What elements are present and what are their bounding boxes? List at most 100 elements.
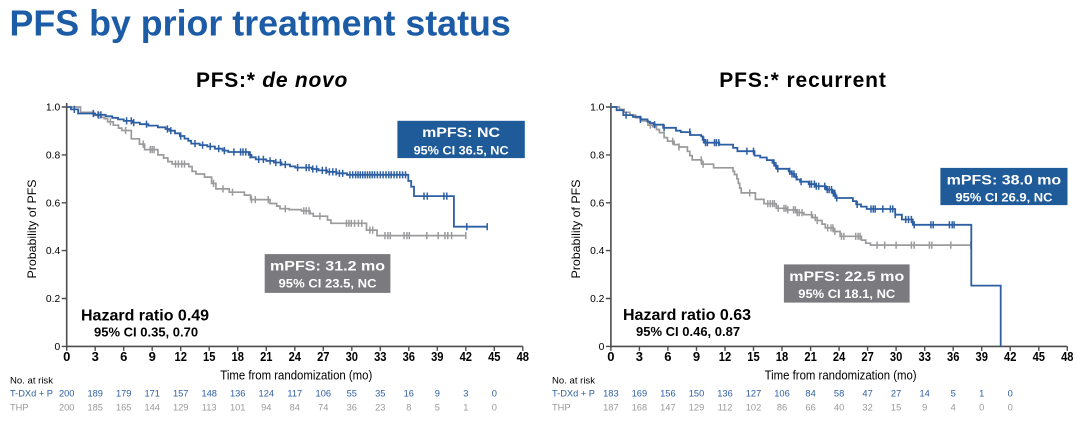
svg-text:16: 16 bbox=[404, 388, 414, 398]
svg-text:0: 0 bbox=[492, 388, 497, 398]
svg-text:9: 9 bbox=[149, 349, 156, 364]
svg-text:24: 24 bbox=[833, 349, 846, 364]
svg-text:14: 14 bbox=[920, 388, 930, 398]
svg-text:23: 23 bbox=[375, 402, 385, 412]
svg-text:15: 15 bbox=[747, 349, 759, 364]
svg-text:1.0: 1.0 bbox=[590, 103, 605, 114]
svg-text:169: 169 bbox=[632, 388, 648, 398]
svg-text:36: 36 bbox=[347, 402, 357, 412]
svg-text:200: 200 bbox=[59, 402, 75, 412]
svg-text:66: 66 bbox=[805, 402, 815, 412]
svg-text:3: 3 bbox=[636, 349, 643, 364]
svg-text:8: 8 bbox=[406, 402, 411, 412]
svg-text:PFS by prior treatment status: PFS by prior treatment status bbox=[10, 3, 511, 43]
svg-text:106: 106 bbox=[774, 388, 790, 398]
svg-text:95% CI 23.5, NC: 95% CI 23.5, NC bbox=[279, 279, 377, 291]
svg-text:1: 1 bbox=[463, 402, 468, 412]
svg-text:86: 86 bbox=[777, 402, 787, 412]
svg-text:0: 0 bbox=[54, 342, 60, 353]
svg-text:113: 113 bbox=[202, 402, 217, 412]
svg-text:0: 0 bbox=[1008, 402, 1013, 412]
svg-text:PFS:* de novo: PFS:* de novo bbox=[196, 69, 348, 92]
svg-text:THP: THP bbox=[10, 402, 29, 412]
svg-text:55: 55 bbox=[347, 388, 357, 398]
svg-text:95% CI 0.35, 0.70: 95% CI 0.35, 0.70 bbox=[94, 325, 198, 340]
svg-text:36: 36 bbox=[403, 349, 415, 364]
svg-text:42: 42 bbox=[460, 349, 472, 364]
svg-text:102: 102 bbox=[746, 402, 762, 412]
svg-text:T-DXd + P: T-DXd + P bbox=[10, 388, 53, 398]
svg-text:0: 0 bbox=[492, 402, 497, 412]
svg-text:27: 27 bbox=[861, 349, 873, 364]
svg-text:No. at risk: No. at risk bbox=[552, 375, 595, 385]
svg-text:0.6: 0.6 bbox=[590, 198, 605, 209]
svg-text:39: 39 bbox=[976, 349, 988, 364]
svg-text:185: 185 bbox=[87, 402, 103, 412]
svg-text:0.6: 0.6 bbox=[46, 198, 61, 209]
svg-text:4: 4 bbox=[951, 402, 956, 412]
svg-text:127: 127 bbox=[746, 388, 762, 398]
svg-text:Time from randomization (mo): Time from randomization (mo) bbox=[765, 368, 917, 382]
svg-text:5: 5 bbox=[951, 388, 956, 398]
svg-text:0.8: 0.8 bbox=[46, 150, 61, 161]
svg-text:27: 27 bbox=[317, 349, 329, 364]
svg-text:148: 148 bbox=[201, 388, 217, 398]
svg-text:18: 18 bbox=[232, 349, 244, 364]
svg-text:15: 15 bbox=[203, 349, 215, 364]
svg-text:95% CI 36.5, NC: 95% CI 36.5, NC bbox=[414, 145, 509, 157]
svg-text:12: 12 bbox=[175, 349, 187, 364]
svg-text:94: 94 bbox=[261, 402, 271, 412]
svg-text:39: 39 bbox=[431, 349, 443, 364]
svg-text:27: 27 bbox=[891, 388, 901, 398]
svg-text:200: 200 bbox=[59, 388, 75, 398]
svg-text:15: 15 bbox=[891, 402, 901, 412]
svg-text:1: 1 bbox=[979, 388, 984, 398]
svg-text:3: 3 bbox=[92, 349, 99, 364]
svg-text:12: 12 bbox=[719, 349, 731, 364]
svg-text:0.2: 0.2 bbox=[46, 294, 61, 305]
svg-text:187: 187 bbox=[603, 402, 619, 412]
svg-text:171: 171 bbox=[144, 388, 160, 398]
svg-text:18: 18 bbox=[776, 349, 788, 364]
svg-text:No. at risk: No. at risk bbox=[10, 375, 53, 385]
svg-text:0.4: 0.4 bbox=[46, 246, 61, 257]
svg-text:47: 47 bbox=[862, 388, 872, 398]
svg-text:189: 189 bbox=[87, 388, 103, 398]
svg-text:21: 21 bbox=[804, 349, 816, 364]
svg-text:168: 168 bbox=[632, 402, 648, 412]
svg-text:3: 3 bbox=[463, 388, 468, 398]
svg-text:48: 48 bbox=[1061, 349, 1073, 364]
svg-text:0: 0 bbox=[607, 349, 614, 364]
svg-text:84: 84 bbox=[290, 402, 300, 412]
svg-text:157: 157 bbox=[173, 388, 189, 398]
svg-text:24: 24 bbox=[289, 349, 302, 364]
svg-text:mPFS: NC: mPFS: NC bbox=[422, 125, 500, 140]
svg-text:9: 9 bbox=[693, 349, 700, 364]
svg-text:32: 32 bbox=[862, 402, 872, 412]
svg-text:mPFS: 31.2 mo: mPFS: 31.2 mo bbox=[270, 259, 385, 274]
svg-text:150: 150 bbox=[689, 388, 705, 398]
svg-text:129: 129 bbox=[173, 402, 189, 412]
svg-text:45: 45 bbox=[1033, 349, 1045, 364]
svg-text:Time from randomization (mo): Time from randomization (mo) bbox=[220, 368, 372, 382]
svg-text:Probability of PFS: Probability of PFS bbox=[25, 180, 39, 279]
svg-text:84: 84 bbox=[805, 388, 815, 398]
svg-text:36: 36 bbox=[947, 349, 959, 364]
svg-text:48: 48 bbox=[517, 349, 529, 364]
svg-text:33: 33 bbox=[374, 349, 386, 364]
svg-text:T-DXd + P: T-DXd + P bbox=[552, 388, 595, 398]
svg-text:Hazard ratio 0.63: Hazard ratio 0.63 bbox=[623, 307, 751, 324]
svg-text:124: 124 bbox=[259, 388, 275, 398]
svg-text:0.8: 0.8 bbox=[590, 150, 605, 161]
svg-text:mPFS: 38.0 mo: mPFS: 38.0 mo bbox=[947, 172, 1062, 187]
svg-text:179: 179 bbox=[116, 388, 132, 398]
svg-text:95% CI 0.46, 0.87: 95% CI 0.46, 0.87 bbox=[636, 324, 740, 339]
svg-text:35: 35 bbox=[375, 388, 385, 398]
svg-text:0: 0 bbox=[63, 349, 70, 364]
svg-text:THP: THP bbox=[552, 402, 571, 412]
svg-text:74: 74 bbox=[318, 402, 328, 412]
svg-text:112: 112 bbox=[718, 402, 733, 412]
svg-text:95% CI 26.9, NC: 95% CI 26.9, NC bbox=[955, 193, 1052, 205]
svg-text:0.4: 0.4 bbox=[590, 246, 605, 257]
svg-text:Hazard ratio 0.49: Hazard ratio 0.49 bbox=[81, 308, 209, 325]
